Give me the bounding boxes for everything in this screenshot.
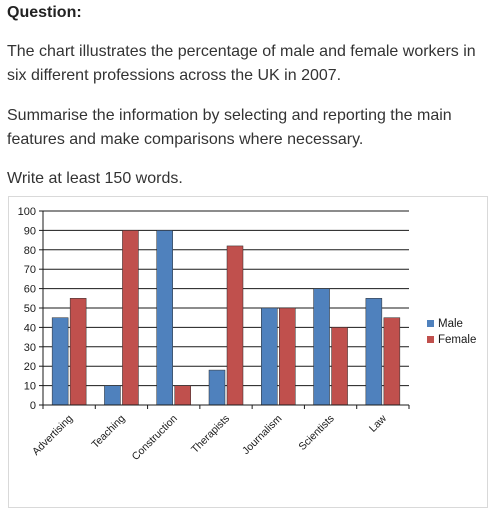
prompt-paragraph-2: Summarise the information by selecting a… [7, 107, 452, 148]
y-tick-label: 20 [24, 361, 36, 373]
y-tick-label: 80 [24, 245, 36, 257]
bar-female [226, 245, 244, 406]
x-tick-label: Journalism [240, 412, 285, 457]
bar-male [313, 288, 330, 406]
x-tick-label: Scientists [296, 413, 336, 453]
bar-male [208, 369, 226, 406]
bar-male [51, 317, 69, 406]
bar-chart: 0 10 20 30 40 50 60 70 80 90 100 Advertising Teachin… [18, 206, 477, 463]
bar-female [331, 327, 348, 406]
y-tick-label: 40 [24, 322, 36, 334]
prompt-paragraph-1: The chart illustrates the percentage of … [7, 43, 476, 84]
bar-male [104, 385, 121, 406]
y-tick-label: 70 [24, 264, 36, 276]
y-tick-label: 90 [24, 225, 36, 237]
bar-female [383, 317, 401, 406]
y-tick-label: 100 [18, 206, 36, 218]
bar-female [122, 230, 139, 406]
chart-container: 0 10 20 30 40 50 60 70 80 90 100 Advertising Teachin… [8, 196, 488, 508]
x-tick-label: Law [367, 412, 389, 434]
y-tick-label: 60 [24, 284, 36, 296]
y-tick-label: 50 [24, 303, 36, 315]
bar-male [156, 230, 173, 406]
legend-label-female: Female [438, 334, 476, 346]
bar-female [279, 307, 296, 406]
bar-female [174, 385, 191, 406]
x-tick-label: Advertising [30, 413, 75, 458]
bar-female [69, 298, 87, 406]
legend-swatch-female [427, 336, 434, 343]
x-tick-label: Teaching [89, 413, 127, 451]
legend-swatch-male [427, 320, 434, 327]
bar-male [261, 307, 278, 406]
y-tick-label: 10 [24, 381, 36, 393]
x-tick-label: Therapists [189, 413, 232, 456]
x-tick-label: Construction [130, 413, 180, 463]
prompt-paragraph-3: Write at least 150 words. [7, 170, 183, 187]
y-tick-label: 30 [24, 342, 36, 354]
legend-label-male: Male [438, 318, 463, 330]
y-tick-label: 0 [30, 400, 36, 412]
question-heading: Question: [7, 4, 82, 21]
bar-male [365, 298, 383, 406]
